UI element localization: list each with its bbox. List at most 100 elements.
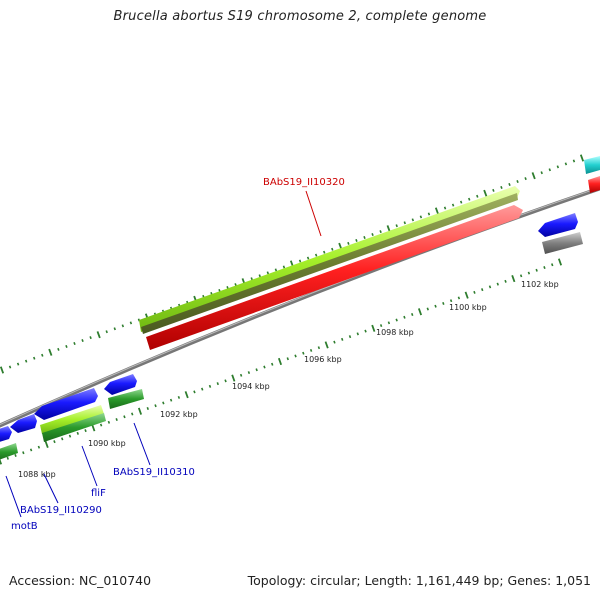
tick-mark <box>527 271 531 275</box>
gene-cyan-edge <box>584 156 600 174</box>
tick-mark <box>457 296 461 300</box>
gene-olive-long <box>141 193 518 334</box>
tick-mark <box>96 331 101 339</box>
scale-label-1102: 1102 kbp <box>521 280 559 289</box>
tick-mark <box>356 332 359 336</box>
tick-mark <box>84 429 87 433</box>
tick-mark <box>324 341 329 349</box>
gene-label-BAbS19_II10290[interactable]: BAbS19_II10290 <box>20 505 102 516</box>
gene-label-fliF[interactable]: fliF <box>91 488 106 499</box>
tick-mark <box>37 445 41 449</box>
tick-mark <box>333 340 336 344</box>
tick-mark <box>162 401 165 405</box>
gene-blue-c[interactable] <box>10 414 37 433</box>
callout-10320 <box>305 190 322 237</box>
tick-mark <box>193 390 196 394</box>
tick-mark <box>371 324 376 332</box>
tick-mark <box>572 159 576 163</box>
gene-label-motB[interactable]: motB <box>11 521 38 532</box>
tick-mark <box>449 299 453 303</box>
backbone-highlight <box>0 186 600 426</box>
tick-mark <box>8 365 12 369</box>
tick-mark <box>57 347 60 351</box>
accession-text: Accession: NC_010740 <box>9 573 152 588</box>
tick-mark <box>216 382 219 386</box>
tick-mark <box>231 374 236 382</box>
tick-mark <box>483 189 488 197</box>
scale-label-1098: 1098 kbp <box>376 328 414 337</box>
tick-mark <box>355 238 358 242</box>
gene-green-c <box>0 443 18 460</box>
gene-blue-right[interactable] <box>538 213 578 237</box>
backbone-line <box>0 186 600 428</box>
tick-mark <box>99 423 103 427</box>
tick-mark <box>271 362 274 366</box>
callout-flif <box>81 445 98 487</box>
tick-mark <box>65 344 68 348</box>
tick-mark <box>306 256 310 260</box>
tick-mark <box>201 387 204 391</box>
tick-mark <box>516 180 519 184</box>
tick-mark <box>364 329 367 333</box>
genome-stats-text: Topology: circular; Length: 1,161,449 bp… <box>247 573 591 588</box>
tick-mark <box>557 258 563 266</box>
tick-mark <box>113 327 116 331</box>
tick-mark <box>263 365 266 369</box>
gene-label-BAbS19_II10310[interactable]: BAbS19_II10310 <box>113 467 195 478</box>
tick-mark <box>234 283 237 287</box>
gene-blue-a[interactable] <box>104 374 137 395</box>
tick-mark <box>239 373 243 377</box>
tick-mark <box>427 212 431 216</box>
tick-mark <box>543 266 546 270</box>
tick-mark <box>274 268 278 272</box>
tick-mark <box>247 371 251 375</box>
tick-mark <box>548 168 551 172</box>
tick-mark <box>323 250 326 254</box>
gene-blue-d[interactable] <box>0 426 12 443</box>
tick-mark <box>177 395 181 399</box>
tick-mark <box>154 404 157 408</box>
tick-mark <box>464 291 469 299</box>
tick-mark <box>314 253 318 257</box>
tick-mark <box>0 458 3 465</box>
tick-mark <box>89 336 92 340</box>
tick-mark <box>184 391 189 399</box>
tick-mark <box>379 324 383 328</box>
tick-mark <box>131 412 134 416</box>
tick-mark <box>579 154 585 162</box>
tick-mark <box>224 379 227 383</box>
tick-mark <box>22 451 25 455</box>
tick-mark <box>371 233 374 237</box>
tick-mark <box>473 290 476 294</box>
gene-gray-right <box>542 232 583 254</box>
tick-mark <box>395 318 398 322</box>
tick-mark <box>500 185 503 189</box>
tick-mark <box>442 301 445 305</box>
tick-mark <box>208 384 212 388</box>
tick-mark <box>298 259 302 263</box>
tick-mark <box>434 207 440 215</box>
tick-mark <box>496 282 499 286</box>
callout-10290 <box>43 473 59 504</box>
tick-mark <box>331 247 334 251</box>
tick-mark <box>14 453 17 457</box>
tick-mark <box>16 362 20 366</box>
tick-mark <box>488 285 492 289</box>
tick-mark <box>551 263 554 267</box>
tick-mark <box>403 221 406 225</box>
tick-mark <box>6 456 9 460</box>
tick-mark <box>387 321 391 325</box>
tick-mark <box>53 440 56 444</box>
tick-mark <box>341 337 344 341</box>
gene-blue-b[interactable] <box>34 388 98 420</box>
tick-mark <box>115 418 118 422</box>
gene-label-BAbS19_II10320[interactable]: BAbS19_II10320 <box>263 177 345 188</box>
tick-mark <box>76 431 79 435</box>
callout-10310 <box>133 422 151 466</box>
tick-mark <box>48 348 53 356</box>
gene-red-long[interactable] <box>146 205 523 350</box>
tick-mark <box>282 265 286 269</box>
tick-mark <box>68 434 72 438</box>
tick-mark <box>294 354 297 358</box>
